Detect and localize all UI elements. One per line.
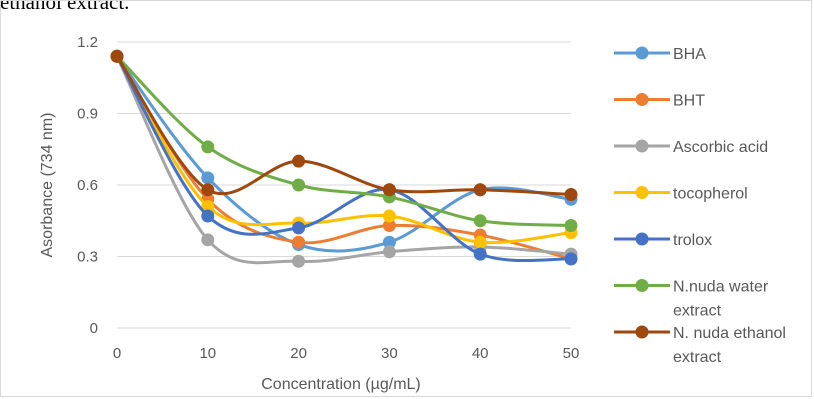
x-tick-label: 50: [563, 345, 580, 362]
gridlines: [117, 41, 571, 329]
legend-label: trolox: [673, 232, 712, 249]
data-point: [473, 247, 487, 261]
y-axis-ticks: 0 0.3 0.6 0.9 1.2: [77, 34, 98, 337]
legend-label: N.nuda water extract: [673, 279, 769, 320]
data-point: [292, 178, 306, 192]
data-point: [564, 219, 578, 233]
series-3: [110, 49, 578, 249]
data-point: [201, 183, 215, 197]
x-tick-label: 10: [199, 345, 216, 362]
data-point: [201, 140, 215, 154]
series-1: [110, 49, 578, 266]
data-point: [564, 188, 578, 202]
legend-marker: [635, 46, 649, 60]
legend-item: trolox: [614, 232, 712, 249]
legend-label: Ascorbic acid: [673, 139, 768, 156]
series-line: [115, 54, 573, 228]
data-point: [564, 252, 578, 266]
y-tick-label: 0.9: [77, 106, 98, 123]
legend-item: BHA: [614, 46, 706, 63]
data-point: [382, 219, 396, 233]
legend-marker: [635, 186, 649, 199]
legend-marker: [635, 139, 649, 153]
data-point: [382, 235, 396, 249]
data-point: [292, 235, 306, 249]
caption-fragment: ethanol extract.: [0, 0, 130, 14]
x-tick-label: 20: [290, 345, 307, 362]
y-tick-label: 0.6: [77, 177, 98, 194]
data-point: [473, 214, 487, 228]
series-layer: [110, 49, 578, 268]
y-tick-label: 0: [90, 320, 98, 337]
series-line: [115, 54, 573, 261]
series-line: [115, 54, 573, 263]
series-line: [115, 54, 573, 265]
y-axis-title: Asorbance (734 nm): [39, 113, 56, 258]
x-axis-title: Concentration (µg/mL): [261, 376, 421, 393]
data-point: [473, 235, 487, 249]
data-point: [110, 49, 124, 63]
legend-item: Ascorbic acid: [614, 139, 768, 156]
x-tick-label: 40: [472, 345, 489, 362]
data-point: [382, 245, 396, 259]
legend-item: N.nuda water extract: [614, 279, 769, 320]
legend-marker: [635, 279, 649, 292]
legend-label: BHT: [673, 93, 705, 110]
data-point: [382, 183, 396, 197]
x-tick-label: 30: [381, 345, 398, 362]
y-tick-label: 0.3: [77, 249, 98, 266]
data-point: [201, 233, 215, 247]
x-tick-label: 0: [113, 345, 121, 362]
legend-marker: [635, 325, 649, 339]
data-point: [382, 209, 396, 223]
series-4: [110, 49, 578, 266]
y-tick-label: 1.2: [77, 34, 98, 51]
legend-marker: [635, 93, 649, 106]
legend-label: tocopherol: [673, 186, 748, 203]
legend-marker: [635, 232, 649, 246]
legend-item: tocopherol: [614, 186, 748, 203]
data-point: [473, 183, 487, 197]
data-point: [292, 154, 306, 168]
legend: BHA BHT Ascorbic acid tocopherol trolox N.nud…: [614, 46, 786, 366]
x-axis-ticks: 0 10 20 30 40 50: [113, 345, 580, 362]
legend-label: BHA: [673, 46, 706, 63]
data-point: [201, 199, 215, 213]
data-point: [292, 221, 306, 235]
series-0: [110, 49, 578, 253]
data-point: [201, 171, 215, 185]
series-6: [110, 49, 578, 202]
legend-item: N. nuda ethanol extract: [614, 325, 786, 366]
data-point: [201, 209, 215, 223]
data-point: [292, 254, 306, 268]
legend-label: N. nuda ethanol extract: [673, 325, 786, 366]
series-line: [115, 54, 573, 197]
legend-item: BHT: [614, 93, 705, 110]
